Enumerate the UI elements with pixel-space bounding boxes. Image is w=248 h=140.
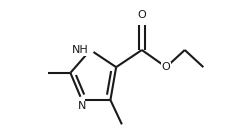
Text: NH: NH	[72, 45, 89, 55]
Text: O: O	[137, 10, 146, 20]
Text: O: O	[162, 62, 171, 72]
Text: N: N	[78, 102, 86, 111]
